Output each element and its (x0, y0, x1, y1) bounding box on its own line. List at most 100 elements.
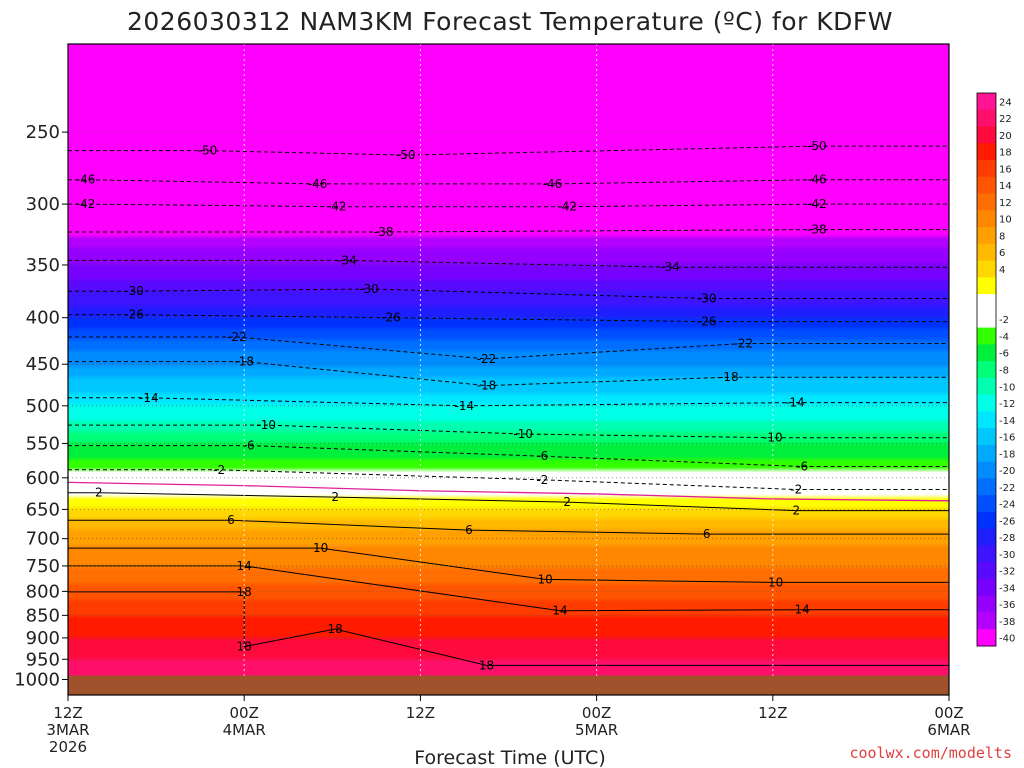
x-tick-label: 2026 (49, 738, 87, 756)
credit-link[interactable]: coolwx.com/modelts (849, 744, 1012, 762)
colorbar-label: -26 (999, 516, 1015, 527)
chart-title: 2026030312 NAM3KM Forecast Temperature (… (127, 7, 893, 36)
contour-label: -10 (513, 427, 533, 441)
colorbar-label: -16 (999, 433, 1015, 444)
contour-label: 18 (328, 622, 343, 636)
contour-label: 14 (552, 604, 567, 618)
colorbar-label: -34 (999, 583, 1015, 594)
contour-label: 2 (563, 495, 571, 509)
colorbar-swatch (977, 193, 996, 211)
contour-label: -42 (327, 200, 347, 214)
isotherm--2 (68, 469, 949, 490)
x-axis-label: Forecast Time (UTC) (414, 747, 605, 768)
colorbar-label: -22 (999, 483, 1015, 494)
contour-label: -26 (381, 311, 401, 325)
colorbar-label: -30 (999, 550, 1015, 561)
x-tick-label: 12Z (53, 704, 82, 722)
colorbar-label: 4 (999, 265, 1005, 276)
colorbar-swatch (977, 294, 996, 312)
contour-label: -30 (697, 292, 717, 306)
isotherm--46 (68, 179, 949, 185)
isotherm--30 (68, 288, 949, 299)
isotherm--22 (68, 336, 949, 360)
isotherm--26 (68, 314, 949, 323)
colorbar-swatch (977, 109, 996, 128)
colorbar-swatch (977, 243, 996, 262)
isotherm-6 (68, 519, 949, 535)
contour-label: -6 (243, 439, 255, 453)
colorbar-swatch (977, 394, 996, 412)
colorbar-swatch (977, 310, 996, 329)
y-tick-label: 1000 (14, 670, 60, 691)
contour-label: 6 (227, 513, 235, 527)
contour-label: -38 (374, 225, 394, 239)
colorbar-swatch (977, 545, 996, 563)
contour-label: -50 (396, 148, 416, 162)
contour-label: -2 (790, 483, 802, 497)
isotherm--14 (68, 397, 949, 407)
y-tick-label: 250 (26, 122, 60, 143)
y-tick-label: 850 (26, 605, 60, 626)
isotherm--18 (68, 361, 949, 387)
colorbar-label: -4 (999, 332, 1009, 343)
colorbar-label: -2 (999, 315, 1009, 326)
colorbar-swatch (977, 428, 996, 446)
contour-label: -22 (734, 337, 754, 351)
contour-label: -6 (536, 449, 548, 463)
y-tick-label: 500 (26, 396, 60, 417)
contour-label: -26 (124, 308, 144, 322)
contour-label: -46 (308, 177, 328, 191)
colorbar-swatch (977, 578, 996, 597)
isotherm--6 (68, 445, 949, 467)
contour-label: -38 (807, 223, 827, 237)
contour-label: -30 (124, 284, 144, 298)
colorbar-label: 12 (999, 198, 1012, 209)
x-tick-label: 4MAR (223, 721, 266, 739)
y-tick-label: 600 (26, 468, 60, 489)
contour-label: 14 (237, 559, 252, 573)
isotherm--50 (68, 145, 949, 156)
colorbar-swatch (977, 629, 996, 647)
x-tick-label: 5MAR (575, 721, 618, 739)
x-tick-label: 12Z (406, 704, 435, 722)
colorbar-swatch (977, 411, 996, 429)
colorbar-swatch (977, 210, 996, 228)
colorbar-label: 14 (999, 181, 1012, 192)
contour-label: -34 (660, 260, 680, 274)
colorbar-swatch (977, 93, 996, 111)
y-tick-label: 400 (26, 308, 60, 329)
contour-label: -46 (76, 173, 96, 187)
contour-label: 18 (479, 658, 494, 672)
contour-label: -14 (455, 399, 475, 413)
plot-area: -50 -50 -50 -46 -46 -46 -46 -42 -42 -42 -42 -38 -38 -… (68, 44, 949, 695)
isotherm--42 (68, 203, 949, 208)
y-tick-label: 650 (26, 499, 60, 520)
isotherm-10 (68, 547, 949, 583)
colorbar-label: 16 (999, 164, 1012, 175)
contour-label: 2 (95, 486, 103, 500)
contour-label: -26 (697, 315, 717, 329)
contour-label: -14 (785, 396, 805, 410)
colorbar-swatch (977, 361, 996, 379)
contour-label: -18 (234, 355, 254, 369)
contour-label: 10 (313, 541, 328, 555)
colorbar-label: -8 (999, 366, 1009, 377)
contour-label: -2 (213, 463, 225, 477)
colorbar-label: -18 (999, 449, 1015, 460)
pressure-axis: 2503003504004505005506006507007508008509… (14, 122, 68, 691)
isotherm-2 (68, 492, 949, 512)
colorbar-label: -24 (999, 500, 1015, 511)
colorbar-label: -14 (999, 416, 1015, 427)
colorbar-swatch (977, 612, 996, 630)
colorbar-swatch (977, 176, 996, 195)
colorbar-label: 20 (999, 131, 1012, 142)
isotherm--38 (68, 229, 949, 233)
contour-label: -10 (763, 431, 783, 445)
colorbar-swatch (977, 277, 996, 295)
colorbar-swatch (977, 528, 996, 546)
x-tick-label: 3MAR (46, 721, 89, 739)
colorbar-label: -36 (999, 600, 1015, 611)
colorbar-swatch (977, 444, 996, 463)
freezing-line (68, 481, 949, 502)
